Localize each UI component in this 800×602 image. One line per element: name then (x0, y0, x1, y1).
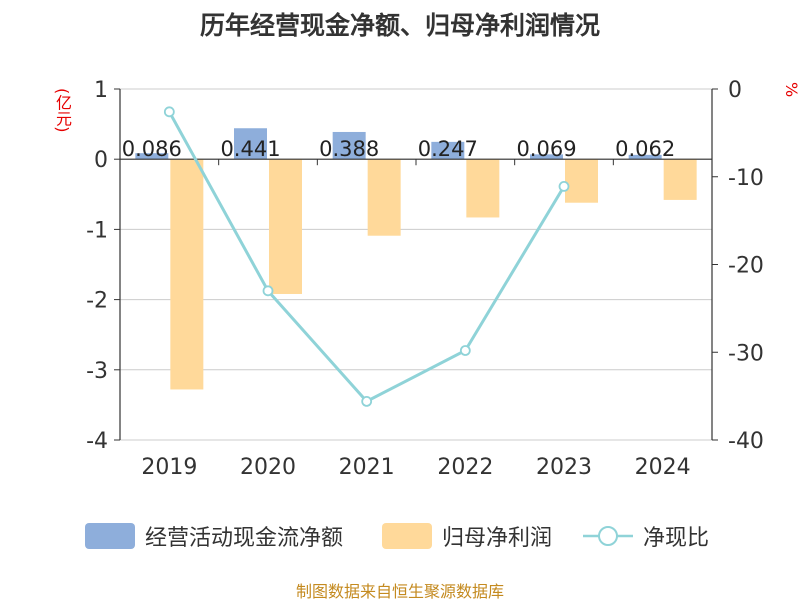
right-tick-label: -40 (728, 429, 764, 454)
bar-net-profit (269, 159, 302, 294)
legend-item-net-profit[interactable]: 归母净利润 (382, 518, 552, 554)
point-ratio (459, 345, 471, 356)
right-tick-label: -30 (728, 341, 764, 366)
left-axis-unit: (亿元) (53, 88, 72, 133)
left-tick-label: -1 (86, 218, 108, 243)
bar-cash-flow (628, 154, 662, 160)
legend-label-cash-flow: 经营活动现金流净额 (145, 526, 344, 551)
point-ratio (558, 181, 570, 192)
data-source-note: 制图数据来自恒生聚源数据库 (295, 582, 504, 601)
left-tick-label: -2 (86, 289, 108, 314)
bar-cash-flow (431, 141, 465, 160)
bar-value-label: 0.069 (516, 137, 576, 161)
bar-cash-flow (234, 128, 267, 160)
legend-swatch-cash-flow (85, 523, 135, 549)
right-axis-unit: % (782, 82, 800, 98)
bar-value-label: 0.441 (220, 137, 280, 161)
right-tick-label: -20 (728, 254, 764, 279)
right-tick-label: 0 (728, 78, 742, 103)
x-tick-label: 2024 (635, 455, 691, 480)
bar-value-label: 0.247 (418, 137, 478, 161)
legend-item-ratio[interactable]: 净现比 (583, 518, 709, 554)
bar-value-label: 0.062 (615, 137, 675, 161)
x-tick-label: 2022 (437, 455, 493, 480)
point-ratio (262, 285, 274, 297)
legend-item-cash-flow[interactable]: 经营活动现金流净额 (85, 518, 343, 554)
legend-swatch-ratio (583, 526, 633, 546)
bar-cash-flow (332, 131, 366, 160)
point-ratio (163, 106, 175, 118)
x-tick-label: 2019 (141, 455, 197, 480)
left-tick-label: -4 (86, 429, 108, 454)
left-tick-label: -3 (86, 359, 108, 384)
bar-cash-flow (135, 153, 169, 160)
bar-net-profit (663, 159, 697, 200)
right-tick-label: -10 (728, 166, 764, 191)
legend-label-net-profit: 归母净利润 (442, 526, 553, 551)
bar-cash-flow (530, 154, 563, 160)
x-tick-label: 2023 (536, 455, 592, 480)
bar-net-profit (170, 159, 204, 390)
bar-value-label: 0.086 (122, 137, 182, 161)
bar-net-profit (367, 159, 401, 236)
point-ratio (361, 395, 373, 407)
bar-net-profit (565, 159, 598, 203)
legend-label-ratio: 净现比 (643, 526, 710, 551)
bar-net-profit (466, 159, 500, 218)
chart-title: 历年经营现金净额、归母净利润情况 (199, 11, 600, 40)
x-tick-label: 2020 (240, 455, 296, 480)
left-tick-label: 0 (94, 148, 108, 173)
x-tick-label: 2021 (339, 455, 395, 480)
legend-swatch-net-profit (382, 523, 432, 549)
bar-value-label: 0.388 (319, 137, 379, 161)
left-tick-label: 1 (94, 78, 108, 103)
